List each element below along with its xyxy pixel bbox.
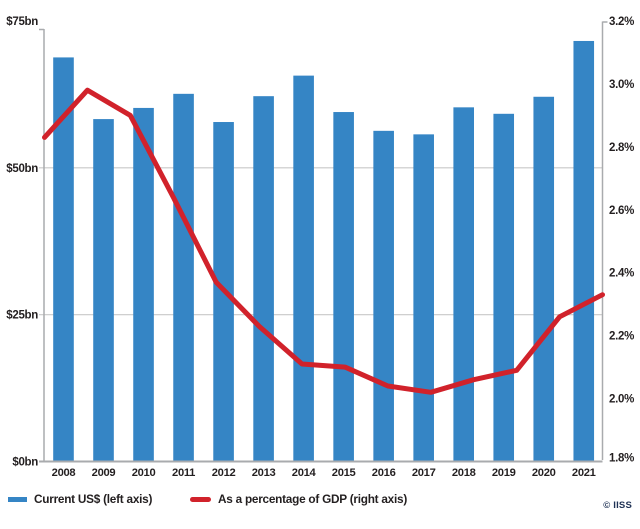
legend-item-gdp-percentage: As a percentage of GDP (right axis) <box>190 492 407 506</box>
right-tick-label-2pct: 2.0% <box>609 394 634 406</box>
bar-2016 <box>373 130 394 462</box>
left-tick-label-25bn: $25bn <box>6 310 38 322</box>
bar-2009 <box>93 119 114 462</box>
right-tick-label-3pct: 3.0% <box>609 79 634 91</box>
year-label-2018: 2018 <box>452 467 476 479</box>
year-label-2009: 2009 <box>92 467 116 479</box>
right-tick-label-3.2pct: 3.2% <box>609 16 634 28</box>
legend-line-label: As a percentage of GDP (right axis) <box>218 492 408 506</box>
right-tick-label-2.4pct: 2.4% <box>609 268 634 280</box>
bar-2019 <box>493 113 515 462</box>
left-tick-label-75bn: $75bn <box>6 16 38 28</box>
right-tick-label-2.2pct: 2.2% <box>609 331 634 343</box>
legend-line-swatch-icon <box>190 496 211 502</box>
year-label-2021: 2021 <box>572 467 596 479</box>
year-label-2010: 2010 <box>132 467 156 479</box>
right-tick-label-2.6pct: 2.6% <box>609 205 634 217</box>
left-tick-label-50bn: $50bn <box>6 163 38 175</box>
year-label-2020: 2020 <box>532 467 556 479</box>
iiss-credit: © IISS <box>603 500 632 511</box>
year-label-2013: 2013 <box>252 467 276 479</box>
year-label-2016: 2016 <box>372 467 396 479</box>
bar-2015 <box>333 112 354 462</box>
gdp-percentage-line <box>42 87 605 395</box>
bar-2017 <box>413 134 434 462</box>
year-label-2015: 2015 <box>332 467 356 479</box>
left-tick-label-0bn: $0bn <box>12 457 38 469</box>
right-tick-label-2.8pct: 2.8% <box>609 142 634 154</box>
year-label-2017: 2017 <box>412 467 436 479</box>
year-label-2011: 2011 <box>172 467 195 479</box>
year-label-2008: 2008 <box>52 467 76 479</box>
year-label-2012: 2012 <box>212 467 236 479</box>
year-label-2014: 2014 <box>292 467 317 479</box>
bar-2020 <box>533 96 555 462</box>
bar-2010 <box>133 107 154 462</box>
bar-2008 <box>53 57 74 462</box>
bar-2013 <box>253 96 274 462</box>
bar-2014 <box>293 75 314 462</box>
bar-2021 <box>573 40 595 462</box>
year-label-2019: 2019 <box>492 467 516 479</box>
bar-2018 <box>453 107 474 462</box>
bar-2011 <box>173 93 194 462</box>
legend-bar-swatch-icon <box>8 496 27 502</box>
right-tick-label-1.8pct: 1.8% <box>609 453 634 465</box>
legend-item-current-usd: Current US$ (left axis) <box>8 492 152 506</box>
legend-bar-label: Current US$ (left axis) <box>34 492 153 506</box>
